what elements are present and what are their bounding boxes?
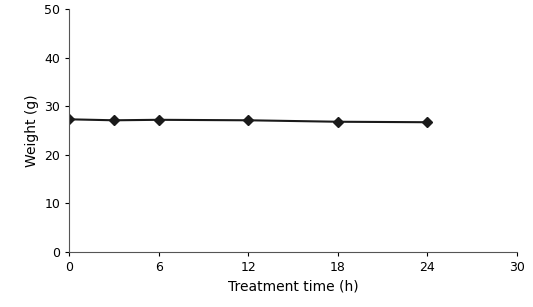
Y-axis label: Weight (g): Weight (g) xyxy=(25,94,39,167)
X-axis label: Treatment time (h): Treatment time (h) xyxy=(228,279,359,293)
